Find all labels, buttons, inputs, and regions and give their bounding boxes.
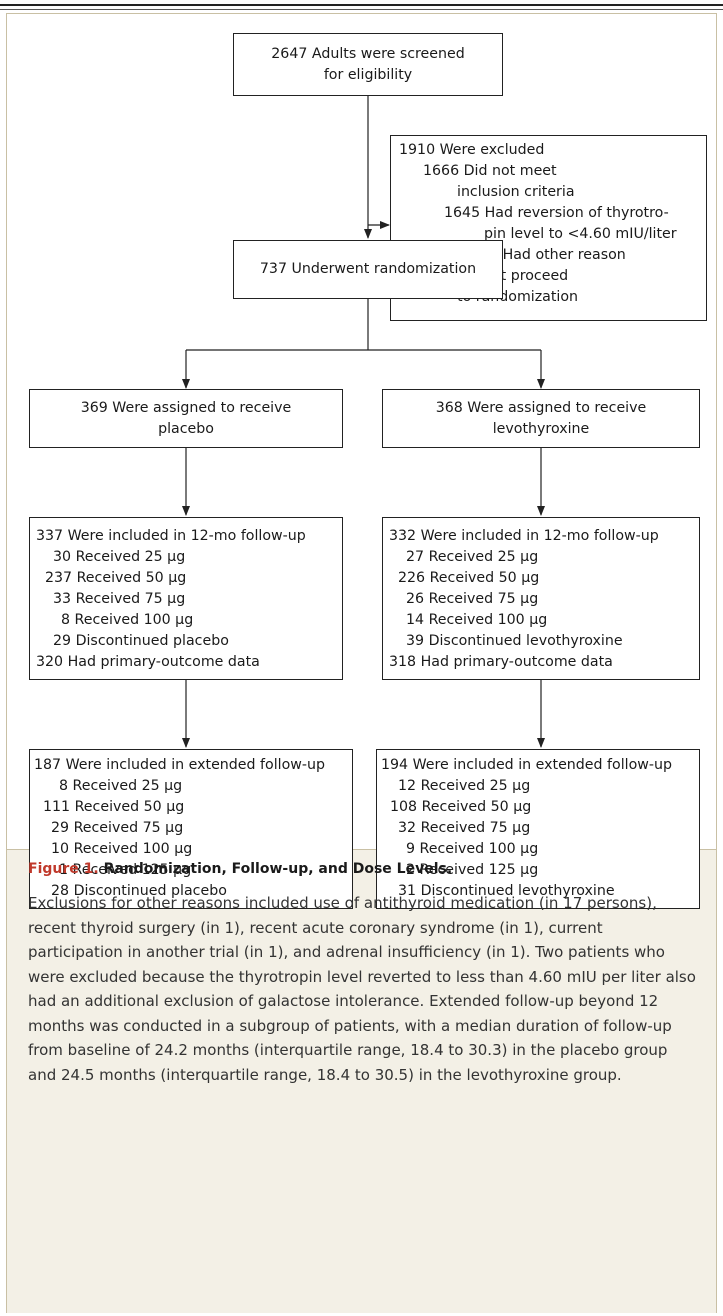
excluded-line: 21 Had other reason (480, 247, 626, 263)
excluded-line: 1666 Did not meet (423, 163, 557, 179)
caption-panel (7, 849, 716, 1313)
levo-assigned-line: 368 Were assigned to receive (435, 399, 647, 416)
placebo-ext-line: 187 Were included in extended follow-up (34, 757, 326, 773)
levo-ext-line: 9 Received 100 µg (406, 841, 539, 857)
placebo-ext-line: 10 Received 100 µg (51, 841, 193, 857)
levo-12mo-line: 26 Received 75 µg (406, 591, 539, 607)
levo-assigned-box: 368 Were assigned to receive levothyroxi… (382, 389, 700, 448)
placebo-12mo-box: 337 Were included in 12-mo follow-up 30 R… (29, 517, 343, 680)
levo-12mo-line: 14 Received 100 µg (406, 612, 548, 628)
placebo-12mo-line: 33 Received 75 µg (53, 591, 186, 607)
levo-12mo-line: 318 Had primary-outcome data (389, 654, 613, 670)
levo-ext-line: 2 Received 125 µg (406, 862, 539, 878)
excluded-line: 1910 Were excluded (399, 142, 545, 158)
top-rule-thin (0, 9, 723, 10)
excluded-line: inclusion criteria (457, 184, 575, 200)
levo-ext-line: 32 Received 75 µg (398, 820, 531, 836)
levo-assigned-line: levothyroxine (492, 420, 590, 437)
excluded-line: 1645 Had reversion of thyrotro- (444, 205, 669, 221)
randomization-box: 737 Underwent randomization (233, 240, 503, 299)
levo-ext-line: 108 Received 50 µg (390, 799, 532, 815)
caption-body: Exclusions for other reasons included us… (28, 894, 696, 1084)
placebo-ext-line: 111 Received 50 µg (43, 799, 185, 815)
placebo-ext-line: 29 Received 75 µg (51, 820, 184, 836)
randomization-label: 737 Underwent randomization (259, 261, 477, 277)
placebo-12mo-line: 237 Received 50 µg (45, 570, 187, 586)
screened-line: 2647 Adults were screened (271, 45, 465, 62)
excluded-line: pin level to <4.60 mIU/liter (484, 226, 677, 242)
levo-12mo-line: 27 Received 25 µg (406, 549, 539, 565)
placebo-ext-line: 1 Received 125 µg (59, 862, 192, 878)
levo-ext-line: 194 Were included in extended follow-up (381, 757, 673, 773)
placebo-assigned-line: placebo (158, 420, 214, 437)
levo-12mo-line: 226 Received 50 µg (398, 570, 540, 586)
flow-arrows (182, 96, 545, 748)
placebo-12mo-line: 320 Had primary-outcome data (36, 654, 260, 670)
caption-title: Figure 1. Randomization, Follow-up, and … (28, 861, 452, 877)
figure-label: Figure 1. (28, 861, 99, 877)
levo-ext-line: 31 Discontinued levothyroxine (398, 883, 615, 899)
levo-12mo-box: 332 Were included in 12-mo follow-up 27 R… (382, 517, 700, 680)
placebo-assigned-line: 369 Were assigned to receive (80, 399, 292, 416)
placebo-ext-line: 28 Discontinued placebo (51, 883, 227, 899)
levo-12mo-line: 332 Were included in 12-mo follow-up (389, 528, 659, 544)
screened-box: 2647 Adults were screened for eligibilit… (233, 33, 503, 96)
levo-12mo-line: 39 Discontinued levothyroxine (406, 633, 623, 649)
placebo-ext-box: 187 Were included in extended follow-up 8… (29, 749, 353, 909)
excluded-box: 1910 Were excluded 1666 Did not meet inclu… (390, 135, 707, 321)
top-rule (0, 4, 723, 6)
levo-ext-box: 194 Were included in extended follow-up 1… (376, 749, 700, 909)
placebo-12mo-line: 30 Received 25 µg (53, 549, 186, 565)
screened-line: for eligibility (323, 66, 413, 83)
placebo-ext-line: 8 Received 25 µg (59, 778, 183, 794)
placebo-12mo-line: 29 Discontinued placebo (53, 633, 229, 649)
figure-title: Randomization, Follow-up, and Dose Level… (103, 861, 453, 877)
placebo-12mo-line: 8 Received 100 µg (61, 612, 194, 628)
placebo-12mo-line: 337 Were included in 12-mo follow-up (36, 528, 306, 544)
placebo-assigned-box: 369 Were assigned to receive placebo (29, 389, 343, 448)
levo-ext-line: 12 Received 25 µg (398, 778, 531, 794)
